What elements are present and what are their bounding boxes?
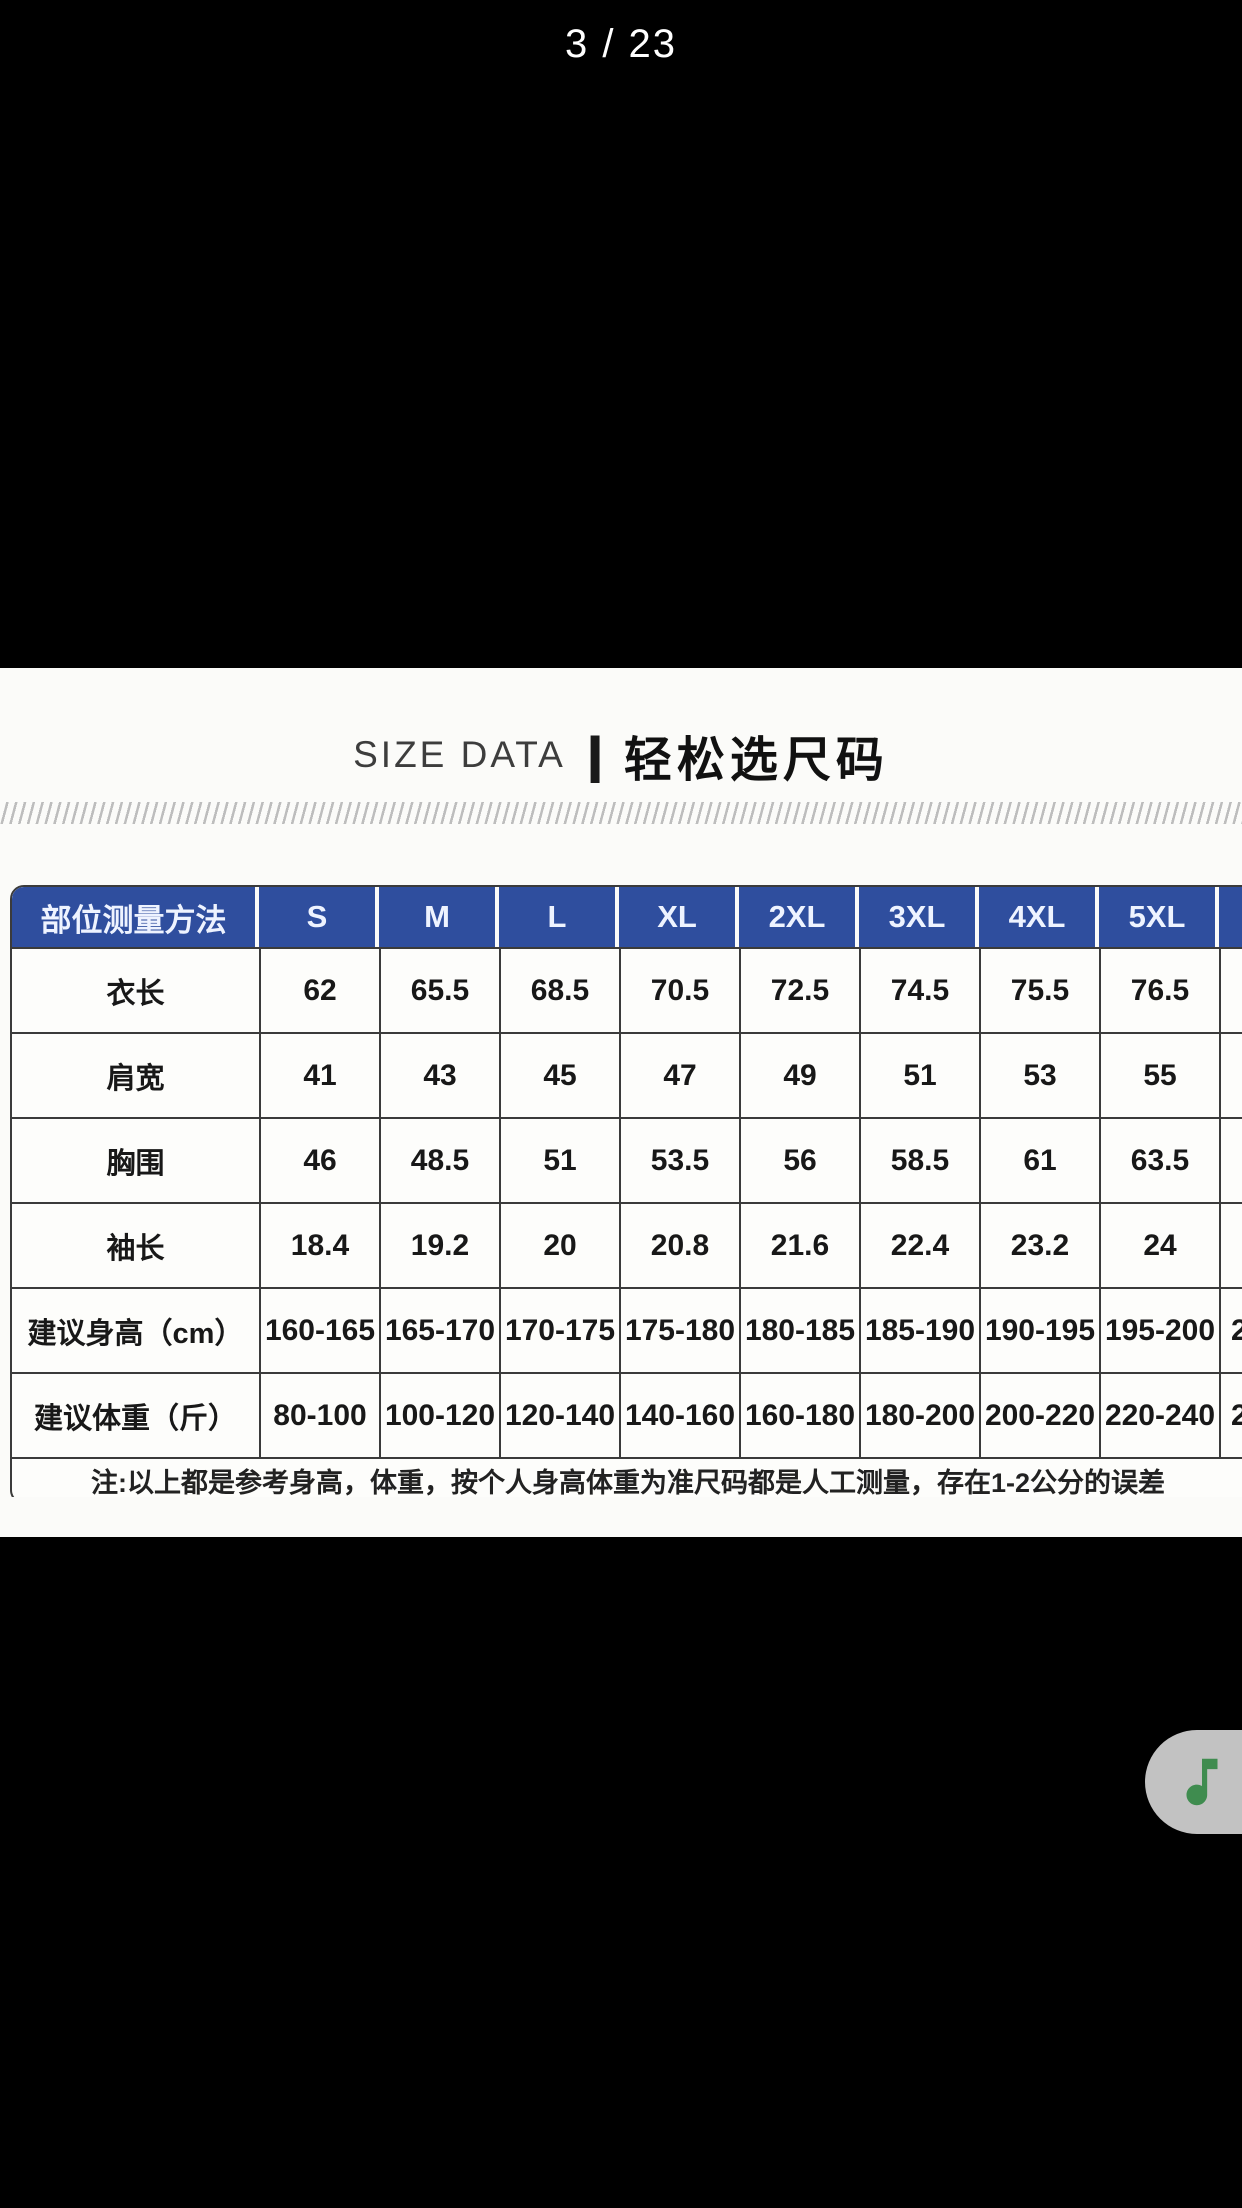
cell: 160-165	[259, 1289, 379, 1372]
cell-cut	[1219, 1119, 1242, 1202]
cell: 20	[499, 1204, 619, 1287]
cell-cut: 20	[1219, 1289, 1242, 1372]
cell: 72.5	[739, 949, 859, 1032]
section-title: SIZE DATA | 轻松选尺码	[0, 720, 1242, 790]
cell: 45	[499, 1034, 619, 1117]
cell: 220-240	[1099, 1374, 1219, 1457]
table-row-sleeve-length: 袖长 18.4 19.2 20 20.8 21.6 22.4 23.2 24	[12, 1202, 1242, 1287]
cell: 58.5	[859, 1119, 979, 1202]
cell: 48.5	[379, 1119, 499, 1202]
cell: 74.5	[859, 949, 979, 1032]
cell: 68.5	[499, 949, 619, 1032]
size-table: 部位测量方法 S M L XL 2XL 3XL 4XL 5XL 衣长 62 65…	[10, 885, 1242, 1497]
header-cell-3xl: 3XL	[859, 887, 979, 947]
cell: 62	[259, 949, 379, 1032]
cell: 70.5	[619, 949, 739, 1032]
cell: 140-160	[619, 1374, 739, 1457]
cell: 53	[979, 1034, 1099, 1117]
cell: 175-180	[619, 1289, 739, 1372]
cell: 185-190	[859, 1289, 979, 1372]
table-row-suggested-height: 建议身高（cm） 160-165 165-170 170-175 175-180…	[12, 1287, 1242, 1372]
cell: 80-100	[259, 1374, 379, 1457]
cell: 100-120	[379, 1374, 499, 1457]
page-indicator: 3 / 23	[564, 22, 678, 66]
size-chart-panel: SIZE DATA | 轻松选尺码 部位测量方法 S M L XL 2XL 3X…	[0, 668, 1242, 1537]
cell: 18.4	[259, 1204, 379, 1287]
header-cell-measure: 部位测量方法	[12, 887, 259, 947]
music-note-icon	[1186, 1758, 1218, 1806]
music-toggle-button[interactable]	[1145, 1730, 1242, 1834]
row-label: 建议体重（斤）	[33, 1402, 237, 1435]
cell-cut	[1219, 949, 1242, 1032]
cell-cut	[1219, 1204, 1242, 1287]
cell: 61	[979, 1119, 1099, 1202]
cell: 170-175	[499, 1289, 619, 1372]
row-label: 袖长	[106, 1232, 165, 1265]
table-row-shoulder-width: 肩宽 41 43 45 47 49 51 53 55	[12, 1032, 1242, 1117]
hatch-divider	[0, 802, 1242, 824]
header-cell-s: S	[259, 887, 379, 947]
header-cell-4xl: 4XL	[979, 887, 1099, 947]
cell: 43	[379, 1034, 499, 1117]
header-cell-m: M	[379, 887, 499, 947]
header-cell-2xl: 2XL	[739, 887, 859, 947]
size-table-header-row: 部位测量方法 S M L XL 2XL 3XL 4XL 5XL	[12, 887, 1242, 949]
cell: 23.2	[979, 1204, 1099, 1287]
cell: 21.6	[739, 1204, 859, 1287]
header-cell-l: L	[499, 887, 619, 947]
header-cell-5xl: 5XL	[1099, 887, 1219, 947]
cell: 51	[499, 1119, 619, 1202]
cell: 22.4	[859, 1204, 979, 1287]
cell: 190-195	[979, 1289, 1099, 1372]
cell: 24	[1099, 1204, 1219, 1287]
cell: 19.2	[379, 1204, 499, 1287]
cell: 47	[619, 1034, 739, 1117]
cell-cut	[1219, 1034, 1242, 1117]
table-row-garment-length: 衣长 62 65.5 68.5 70.5 72.5 74.5 75.5 76.5	[12, 949, 1242, 1032]
section-title-en: SIZE DATA	[353, 734, 566, 775]
cell: 49	[739, 1034, 859, 1117]
title-divider-bar: |	[585, 727, 605, 783]
cell: 200-220	[979, 1374, 1099, 1457]
table-note: 注:以上都是参考身高，体重，按个人身高体重为准尺码都是人工测量，存在1-2公分的…	[12, 1457, 1242, 1497]
cell: 51	[859, 1034, 979, 1117]
cell: 46	[259, 1119, 379, 1202]
cell: 55	[1099, 1034, 1219, 1117]
cell: 180-185	[739, 1289, 859, 1372]
cell: 160-180	[739, 1374, 859, 1457]
cell-cut: 24	[1219, 1374, 1242, 1457]
cell: 65.5	[379, 949, 499, 1032]
row-label: 建议身高（cm）	[27, 1317, 244, 1350]
cell: 41	[259, 1034, 379, 1117]
row-label: 肩宽	[106, 1062, 165, 1095]
cell: 75.5	[979, 949, 1099, 1032]
cell: 63.5	[1099, 1119, 1219, 1202]
header-cell-xl: XL	[619, 887, 739, 947]
section-title-zh: 轻松选尺码	[623, 734, 889, 787]
cell: 195-200	[1099, 1289, 1219, 1372]
header-cell-cut	[1219, 887, 1242, 947]
cell: 56	[739, 1119, 859, 1202]
cell: 53.5	[619, 1119, 739, 1202]
cell: 20.8	[619, 1204, 739, 1287]
cell: 120-140	[499, 1374, 619, 1457]
cell: 76.5	[1099, 949, 1219, 1032]
cell: 180-200	[859, 1374, 979, 1457]
cell: 165-170	[379, 1289, 499, 1372]
size-table-container: 部位测量方法 S M L XL 2XL 3XL 4XL 5XL 衣长 62 65…	[10, 885, 1242, 1497]
row-label: 胸围	[106, 1147, 165, 1180]
table-row-suggested-weight: 建议体重（斤） 80-100 100-120 120-140 140-160 1…	[12, 1372, 1242, 1457]
row-label: 衣长	[106, 977, 165, 1010]
table-row-chest: 胸围 46 48.5 51 53.5 56 58.5 61 63.5	[12, 1117, 1242, 1202]
